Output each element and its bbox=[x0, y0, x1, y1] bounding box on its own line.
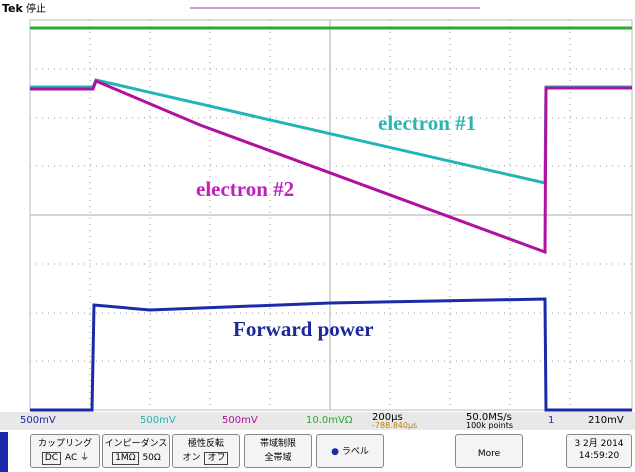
trace-label: electron #1 bbox=[378, 111, 476, 135]
option[interactable]: 50Ω bbox=[142, 453, 160, 463]
value: 全帯域 bbox=[264, 453, 291, 463]
channel-tab bbox=[0, 432, 8, 472]
option[interactable]: オン bbox=[183, 453, 201, 463]
ch4-scale: 10.0mVΩ bbox=[306, 415, 353, 426]
impedance-button[interactable]: インピーダンス 1MΩ 50Ω bbox=[102, 434, 170, 468]
status-bar: 500mV 500mV 500mV 10.0mVΩ 200µs -788.840… bbox=[0, 412, 635, 430]
brand: Tek bbox=[2, 2, 24, 15]
ch2-scale: 500mV bbox=[140, 415, 176, 426]
trace-label: electron #2 bbox=[196, 177, 294, 201]
ch1-scale: 500mV bbox=[20, 415, 56, 426]
scope-screen: Tek 停止 electron #1 electron #2 Forward p… bbox=[0, 0, 635, 472]
bandwidth-button[interactable]: 帯域制限全帯域 bbox=[244, 434, 312, 468]
label: 極性反転 bbox=[188, 439, 224, 449]
run-status: 停止 bbox=[26, 2, 46, 15]
record-length: 100k points bbox=[466, 421, 513, 430]
label: カップリング bbox=[38, 439, 92, 449]
label: インピーダンス bbox=[105, 439, 168, 449]
label-button[interactable]: ● ラベル bbox=[316, 434, 384, 468]
trigger-level: 210mV bbox=[588, 415, 624, 426]
option[interactable]: AC bbox=[65, 453, 77, 463]
ch3-scale: 500mV bbox=[222, 415, 258, 426]
trace-label: Forward power bbox=[233, 317, 374, 341]
label: ラベル bbox=[342, 447, 369, 457]
date: 3 2月 2014 bbox=[574, 439, 623, 449]
option[interactable]: DC bbox=[42, 452, 61, 465]
option[interactable]: 1MΩ bbox=[112, 452, 138, 465]
label: 帯域制限 bbox=[260, 439, 296, 449]
label: More bbox=[478, 449, 500, 459]
trace-ch1 bbox=[30, 299, 632, 410]
clock: 3 2月 2014 14:59:20 bbox=[566, 434, 632, 468]
center-axes bbox=[30, 20, 632, 410]
dot: ● bbox=[331, 447, 339, 457]
invert-button[interactable]: 極性反転オン オフ bbox=[172, 434, 240, 468]
more-button[interactable]: More bbox=[455, 434, 523, 468]
option[interactable]: オフ bbox=[204, 452, 228, 465]
trace-ch2 bbox=[30, 80, 632, 183]
display: Tek 停止 electron #1 electron #2 Forward p… bbox=[0, 0, 635, 432]
trigger-source: 1 bbox=[548, 415, 554, 426]
delay: -788.840µs bbox=[372, 421, 417, 430]
time: 14:59:20 bbox=[579, 451, 619, 461]
coupling-button[interactable]: カップリング DC AC ⏚ bbox=[30, 434, 100, 468]
option[interactable]: ⏚ bbox=[80, 453, 89, 463]
